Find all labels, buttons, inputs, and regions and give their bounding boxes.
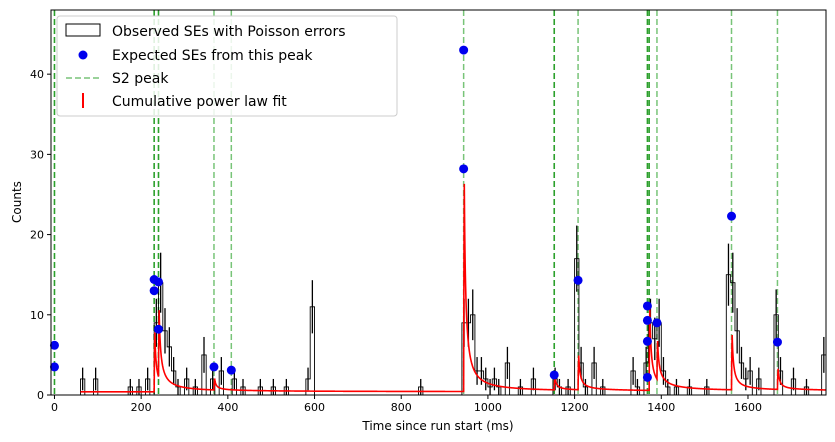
legend-expected-label: Expected SEs from this peak <box>112 48 313 64</box>
expected-point <box>772 337 782 347</box>
expected-point <box>149 286 159 296</box>
x-tick-label: 600 <box>304 401 325 414</box>
observed-histogram <box>54 225 826 396</box>
x-tick-label: 200 <box>131 401 152 414</box>
power-law-fit <box>80 183 826 393</box>
x-tick-label: 400 <box>217 401 238 414</box>
legend-s2-label: S2 peak <box>112 71 169 87</box>
expected-point <box>549 370 559 380</box>
y-tick-label: 20 <box>30 229 44 242</box>
expected-point <box>49 362 59 372</box>
fit-curve <box>80 183 826 393</box>
expected-point <box>226 365 236 375</box>
x-axis-label: Time since run start (ms) <box>361 419 513 433</box>
legend-fit-label: Cumulative power law fit <box>112 94 287 110</box>
expected-point <box>459 164 469 174</box>
expected-point <box>727 211 737 221</box>
expected-point <box>573 275 583 285</box>
plot-frame <box>50 9 827 396</box>
expected-point <box>209 362 219 372</box>
expected-point <box>153 324 163 334</box>
x-tick-label: 1200 <box>561 401 589 414</box>
y-tick-label: 40 <box>30 68 44 81</box>
expected-point <box>652 318 662 328</box>
expected-point <box>153 277 163 287</box>
expected-point <box>459 45 469 55</box>
x-tick-label: 1600 <box>734 401 762 414</box>
x-axis-ticks: 0 200 400 600 800 1000 1200 1400 1600 <box>51 395 762 414</box>
x-tick-label: 800 <box>391 401 412 414</box>
expected-point <box>642 301 652 311</box>
legend-observed-swatch <box>65 23 101 37</box>
legend-observed-label: Observed SEs with Poisson errors <box>112 24 346 40</box>
x-tick-label: 1400 <box>647 401 675 414</box>
observed-histogram-step <box>54 258 826 396</box>
expected-point <box>642 372 652 382</box>
expected-points <box>49 45 782 382</box>
y-tick-label: 0 <box>37 389 44 402</box>
y-tick-label: 10 <box>30 309 44 322</box>
y-axis-label: Counts <box>10 181 24 223</box>
legend: Observed SEs with Poisson errors Expecte… <box>56 15 398 117</box>
legend-expected-marker <box>78 50 88 60</box>
expected-point <box>49 340 59 350</box>
x-tick-label: 0 <box>51 401 58 414</box>
x-tick-label: 1000 <box>474 401 502 414</box>
expected-point <box>642 336 652 346</box>
y-axis-ticks: 0 10 20 30 40 <box>30 68 51 402</box>
legend-box <box>56 15 398 117</box>
expected-point <box>642 315 652 325</box>
y-tick-label: 30 <box>30 148 44 161</box>
